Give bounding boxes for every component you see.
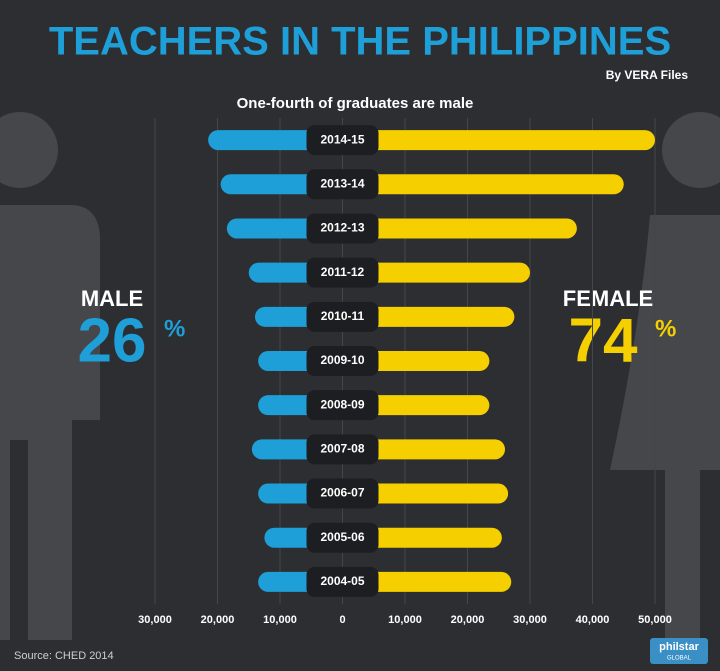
bar <box>342 130 655 151</box>
x-tick-label: 20,000 <box>451 614 485 626</box>
bar <box>342 262 530 283</box>
x-tick-label: 10,000 <box>388 614 422 626</box>
source: Source: CHED 2014 <box>14 650 114 662</box>
category-box <box>306 257 379 288</box>
logo-text: philstar <box>659 641 699 653</box>
logo-box <box>650 638 708 664</box>
female-share: 74 <box>569 306 638 375</box>
male-label: MALE <box>81 286 143 311</box>
male-silhouette <box>0 112 100 640</box>
female-silhouette <box>610 112 720 640</box>
category-label: 2005-06 <box>320 530 364 544</box>
category-box <box>306 478 379 509</box>
bar <box>342 306 515 327</box>
bar <box>342 351 490 371</box>
bar <box>342 483 509 504</box>
bar <box>342 395 490 416</box>
category-box <box>306 390 379 421</box>
category-label: 2013-14 <box>320 176 364 190</box>
x-tick-label: 10,000 <box>263 614 297 626</box>
subtitle: One-fourth of graduates are male <box>237 95 474 112</box>
category-box <box>306 169 379 200</box>
male-share-unit: % <box>164 315 185 342</box>
byline: By VERA Files <box>606 68 689 82</box>
category-label: 2011-12 <box>321 265 365 279</box>
category-label: 2009-10 <box>320 353 364 367</box>
x-tick-label: 20,000 <box>201 614 235 626</box>
bar <box>342 439 505 460</box>
category-label: 2014-15 <box>320 132 364 146</box>
category-label: 2004-05 <box>320 574 364 588</box>
category-label: 2007-08 <box>320 442 364 456</box>
category-box <box>306 434 379 465</box>
bar <box>342 527 502 548</box>
category-label: 2010-11 <box>321 309 365 323</box>
bar <box>342 571 512 592</box>
female-label: FEMALE <box>563 286 653 311</box>
category-box <box>306 125 379 156</box>
category-box <box>306 566 379 597</box>
category-label: 2008-09 <box>320 397 364 411</box>
category-label: 2006-07 <box>320 486 364 500</box>
female-share-unit: % <box>655 315 676 342</box>
category-box <box>306 522 379 553</box>
category-label: 2012-13 <box>320 221 364 235</box>
x-tick-label: 30,000 <box>138 614 172 626</box>
x-tick-label: 40,000 <box>576 614 610 626</box>
x-tick-label: 0 <box>339 614 345 626</box>
title: TEACHERS IN THE PHILIPPINES <box>49 20 671 64</box>
x-tick-label: 50,000 <box>638 614 672 626</box>
logo-subtext: GLOBAL <box>667 656 692 662</box>
category-box <box>306 301 379 332</box>
x-tick-label: 30,000 <box>513 614 547 626</box>
bar <box>342 218 577 239</box>
category-box <box>306 346 379 376</box>
male-share: 26 <box>78 306 147 375</box>
category-box <box>306 213 379 244</box>
bar <box>342 174 624 195</box>
